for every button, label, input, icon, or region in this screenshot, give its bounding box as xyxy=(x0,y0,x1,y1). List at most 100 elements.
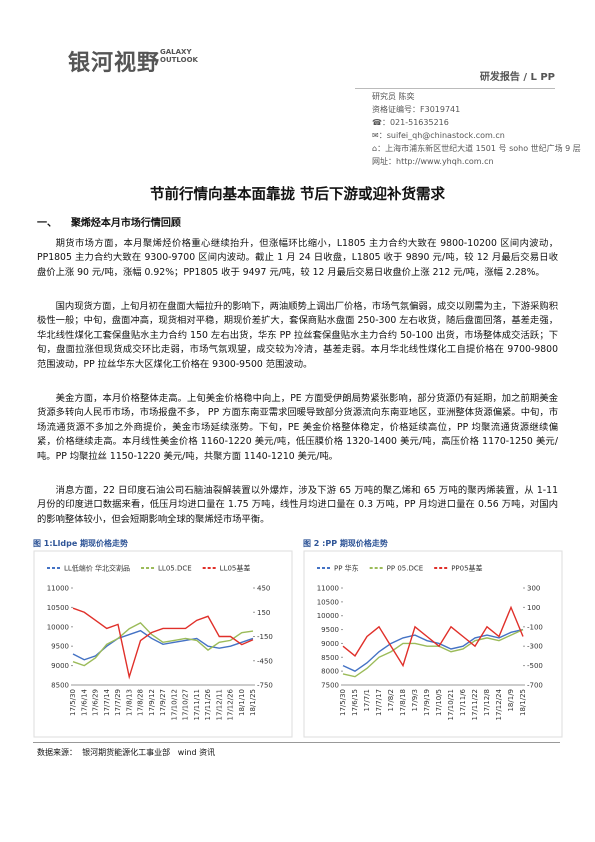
y2-tick-label: -300 xyxy=(527,643,543,651)
x-tick-label: 18/1/25 xyxy=(249,689,257,716)
x-tick-label: 17/11/26 xyxy=(204,688,212,720)
series-line xyxy=(342,605,524,668)
website: 网址：http://www.yhqh.com.cn xyxy=(372,157,494,166)
chart: 7500 8000 8500 9000 9500 10000 10500 11000 -700 -… xyxy=(303,550,563,738)
x-tick-label: 17/8/28 xyxy=(137,689,145,716)
x-tick-label: 17/7/1 xyxy=(363,689,371,712)
phone: ☎：021-51635216 xyxy=(372,118,449,127)
x-tick-label: 17/9/19 xyxy=(423,689,431,716)
x-tick-label: 17/10/12 xyxy=(170,689,178,720)
x-tick-label: 17/9/3 xyxy=(411,689,419,712)
x-tick-label: 18/1/9 xyxy=(507,689,515,712)
x-tick-label: 17/5/30 xyxy=(69,689,77,716)
title: 节前行情向基本面靠拢 节后下游或迎补货需求 xyxy=(149,187,446,203)
y2-tick-label: 300 xyxy=(527,585,540,593)
paragraph: 国内现货方面，上旬月初在盘面大幅拉升的影响下，两油顺势上调出厂价格，市场气氛偏弱… xyxy=(37,301,558,370)
logo: 银河视野 xyxy=(68,51,161,76)
chart: 8500 9000 9500 10000 10500 11000 -750 -450 -150 1… xyxy=(33,550,293,738)
legend-label: PP05基差 xyxy=(451,564,482,573)
rule xyxy=(33,742,560,743)
source: 数据来源： 银河期货能源化工事业部 wind 资讯 xyxy=(37,748,216,757)
y-tick-label: 7500 xyxy=(321,682,339,690)
caption: 图 2 :PP 期现价格走势 xyxy=(303,539,388,548)
series-line xyxy=(72,607,254,680)
caption: 图 1:Lldpe 期现价格走势 xyxy=(33,539,129,548)
y2-tick-label: -700 xyxy=(527,682,543,690)
x-tick-label: 17/12/26 xyxy=(227,688,235,720)
x-tick-label: 17/6/29 xyxy=(92,689,100,716)
x-tick-label: 17/12/24 xyxy=(495,688,503,720)
paragraph: 期货市场方面，本月聚烯烃价格重心继续抬升，但涨幅环比缩小，L1805 主力合约大… xyxy=(37,238,558,278)
x-tick-label: 18/1/25 xyxy=(519,689,527,716)
y-tick-label: 9500 xyxy=(51,643,69,651)
legend-label: LL05.DCE xyxy=(158,565,192,573)
x-tick-label: 17/9/12 xyxy=(148,689,156,716)
y2-tick-label: -500 xyxy=(527,662,543,670)
section-heading: 一、 聚烯烃本月市场行情回顾 xyxy=(37,214,181,229)
logo-en: GALAXY OUTLOOK xyxy=(160,48,198,64)
section-number: 一、 xyxy=(37,218,57,229)
x-tick-label: 17/12/11 xyxy=(215,689,223,720)
y-tick-label: 9000 xyxy=(51,662,69,670)
y-tick-label: 10500 xyxy=(317,598,339,606)
series-line xyxy=(342,629,524,678)
x-tick-label: 17/9/27 xyxy=(159,689,167,716)
series-line xyxy=(72,622,254,667)
x-tick-label: 17/11/6 xyxy=(459,688,467,716)
x-tick-label: 17/10/21 xyxy=(447,689,455,720)
x-tick-label: 17/10/27 xyxy=(182,689,190,720)
x-tick-label: 17/7/17 xyxy=(375,689,383,716)
license: 资格证编号：F3019741 xyxy=(372,105,461,114)
x-tick-label: 17/6/14 xyxy=(80,688,88,716)
x-tick-label: 17/11/22 xyxy=(471,689,479,720)
x-tick-label: 17/8/13 xyxy=(125,689,133,716)
y2-tick-label: -100 xyxy=(527,623,543,631)
analyst: 研究员 陈奕 xyxy=(372,92,415,101)
x-tick-label: 17/11/11 xyxy=(193,689,201,720)
x-tick-label: 17/5/30 xyxy=(339,689,347,716)
y2-tick-label: 450 xyxy=(257,585,270,593)
x-tick-label: 17/8/18 xyxy=(399,689,407,716)
contact: 研究员 陈奕 资格证编号：F3019741 ☎：021-51635216 ✉：s… xyxy=(372,90,581,168)
paragraph: 消息方面，22 日印度石油公司石脑油裂解装置以外爆炸，涉及下游 65 万吨的聚乙… xyxy=(37,485,558,525)
y-tick-label: 9000 xyxy=(321,640,339,648)
x-tick-label: 18/1/10 xyxy=(238,689,246,716)
x-tick-label: 17/10/5 xyxy=(435,689,443,716)
x-tick-label: 17/6/15 xyxy=(351,689,359,716)
address-text: 上海市浦东新区世纪大道 1501 号 soho 世纪广场 9 层 xyxy=(385,144,581,153)
section-title: 聚烯烃本月市场行情回顾 xyxy=(70,218,181,229)
series-line xyxy=(72,629,254,661)
y-tick-label: 8000 xyxy=(321,668,339,676)
y2-tick-label: 150 xyxy=(257,609,270,617)
rule xyxy=(355,88,555,89)
plot-frame xyxy=(303,550,563,738)
y-tick-label: 10000 xyxy=(317,612,339,620)
y-tick-label: 8500 xyxy=(321,654,339,662)
plot-frame xyxy=(33,550,293,738)
x-tick-label: 17/7/29 xyxy=(114,689,122,716)
legend-label: PP 华东 xyxy=(334,564,359,573)
report-type: 研发报告 / L PP xyxy=(479,72,555,83)
y2-tick-label: 100 xyxy=(527,604,540,612)
email: ✉：suifei_qh@chinastock.com.cn xyxy=(372,131,505,140)
phone-text: 021-51635216 xyxy=(389,118,449,127)
x-tick-label: 17/8/2 xyxy=(387,689,395,712)
y-tick-label: 11000 xyxy=(47,585,69,593)
paragraph: 美金方面，本月价格整体走高。上旬美金价格稳中向上，PE 方面受伊朗局势紧张影响，… xyxy=(37,393,558,462)
y-tick-label: 10000 xyxy=(47,623,69,631)
legend-label: LL05基差 xyxy=(220,564,251,573)
y2-tick-label: -450 xyxy=(257,657,273,665)
y2-tick-label: -750 xyxy=(257,682,273,690)
y-tick-label: 8500 xyxy=(51,682,69,690)
x-tick-label: 17/7/14 xyxy=(103,688,111,716)
address: ⌂：上海市浦东新区世纪大道 1501 号 soho 世纪广场 9 层 xyxy=(372,144,581,153)
y-tick-label: 9500 xyxy=(321,626,339,634)
y-tick-label: 11000 xyxy=(317,585,339,593)
legend-label: PP 05.DCE xyxy=(387,565,424,573)
legend-label: LL低端价 华北交割品 xyxy=(64,564,130,573)
email-text: suifei_qh@chinastock.com.cn xyxy=(386,131,505,140)
x-tick-label: 17/12/8 xyxy=(483,689,491,716)
y-tick-label: 10500 xyxy=(47,604,69,612)
y2-tick-label: -150 xyxy=(257,633,273,641)
